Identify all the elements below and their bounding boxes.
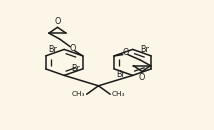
Text: Br: Br: [116, 70, 125, 79]
Text: CH₃: CH₃: [111, 91, 125, 97]
Text: CH₃: CH₃: [72, 91, 86, 97]
Text: Br: Br: [48, 45, 57, 54]
Text: O: O: [122, 48, 128, 57]
Text: O: O: [69, 44, 76, 53]
Text: O: O: [139, 73, 145, 82]
Text: Br: Br: [140, 45, 149, 54]
Text: O: O: [54, 17, 61, 26]
Text: Br: Br: [71, 64, 80, 73]
